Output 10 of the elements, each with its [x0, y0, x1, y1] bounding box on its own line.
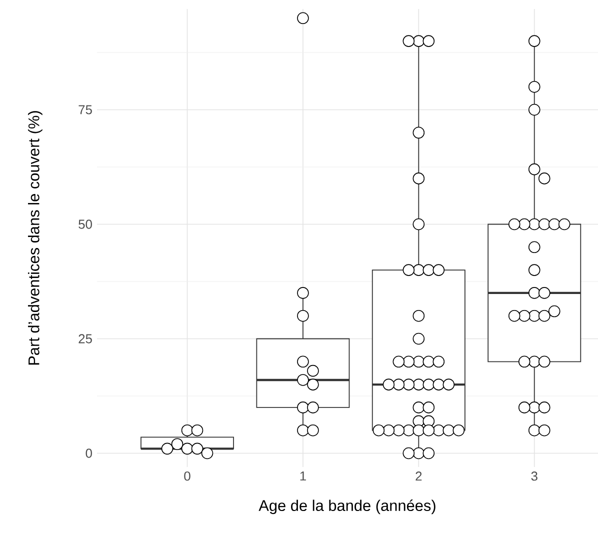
x-tick-label: 1 — [300, 472, 306, 480]
y-tick-label: 50 — [78, 220, 92, 229]
x-tick-label: 0 — [184, 472, 190, 481]
y-tick-label: 25 — [78, 334, 92, 344]
y-tick-label: 0 — [86, 448, 92, 458]
y-axis-title: Part d’adventices dans le couvert (%) — [28, 111, 42, 365]
y-tick-label: 75 — [78, 105, 92, 114]
x-axis-title: Age de la bande (années) — [258, 500, 436, 514]
x-tick-label: 2 — [416, 472, 422, 481]
x-tick-label: 3 — [531, 472, 538, 481]
